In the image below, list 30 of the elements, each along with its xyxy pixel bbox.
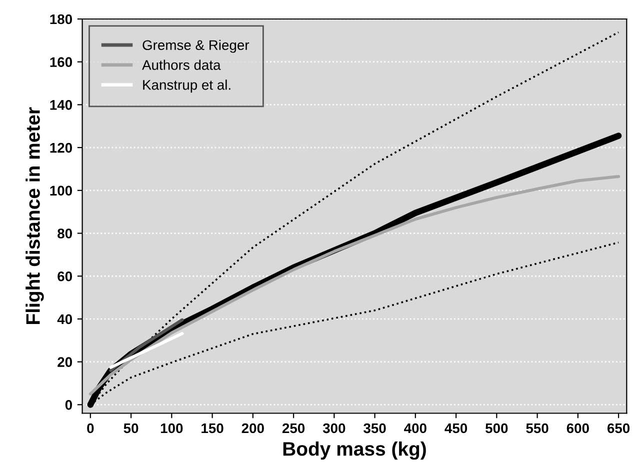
y-tick-label: 160 [50, 57, 72, 68]
x-tick-label: 350 [364, 423, 386, 434]
x-tick-label: 600 [566, 423, 589, 434]
y-tick-label: 100 [50, 186, 72, 196]
y-tick-label: 0 [65, 400, 72, 410]
x-tick-label: 0 [87, 423, 94, 434]
x-tick-label: 500 [486, 423, 508, 434]
x-tick-label: 300 [322, 423, 346, 434]
y-tick-label: 120 [50, 142, 72, 153]
x-tick-label: 250 [282, 423, 305, 434]
legend-label: Kanstrup et al. [143, 80, 230, 93]
x-tick-label: 200 [242, 423, 264, 434]
y-tick-label: 140 [50, 100, 72, 110]
y-tick-label: 60 [58, 271, 72, 282]
x-tick-label: 550 [526, 423, 548, 434]
line-series [88, 174, 620, 396]
x-tick-label: 450 [444, 423, 468, 434]
x-tick-label: 650 [607, 423, 630, 434]
y-tick-label: 80 [58, 228, 72, 238]
y-tick-label: 180 [50, 14, 72, 24]
y-tick-label: 40 [57, 314, 72, 324]
x-axis-title: Body mass (kg) [283, 441, 426, 460]
x-tick-label: 50 [124, 423, 138, 434]
x-tick-label: 100 [160, 423, 183, 434]
y-axis-title: Flight distance in meter [26, 107, 44, 324]
legend-label: Authors data [142, 60, 221, 70]
y-tick-label: 20 [58, 357, 72, 367]
x-tick-label: 150 [202, 423, 224, 434]
legend-label: Gremse & Rieger [142, 40, 250, 53]
x-tick-label: 400 [404, 423, 426, 434]
